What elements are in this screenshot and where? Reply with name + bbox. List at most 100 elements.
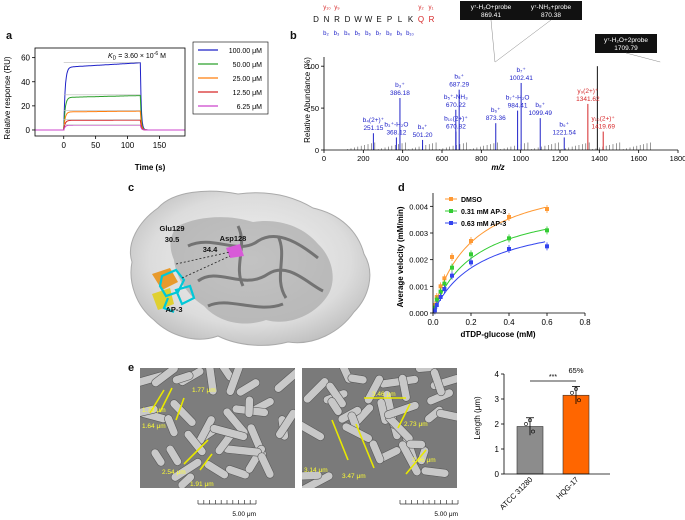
b-box-label: y⁷-NH₃+probe: [531, 4, 572, 11]
micrograph-right: 3.46 μm 2.73 μm 3.14 μm 3.47 μm 2.96 μm: [302, 368, 457, 488]
bacterium-cell: [225, 465, 250, 480]
b-xtick-label: 1800: [670, 154, 685, 163]
b-ytick-label: 0: [315, 146, 319, 155]
bacterium-cell: [341, 422, 373, 443]
b-seq-residue: R: [334, 15, 340, 24]
bacterium-cell: [420, 466, 450, 478]
d-point: [438, 295, 443, 299]
b-box-value: 869.41: [481, 12, 501, 19]
b-box: [520, 1, 582, 20]
b-b-ion: b₁₀: [406, 31, 414, 37]
b-y-ion: y₉: [334, 5, 340, 11]
ap3-ligand: [158, 268, 196, 314]
b-peak-value: 1002.41: [509, 75, 533, 82]
b-peak-label: y₉(2+)⁺: [577, 88, 599, 95]
b-peak-value: 670.82: [446, 124, 466, 131]
a-ytick-label: 40: [21, 78, 30, 87]
structure-label: Asp128: [220, 234, 247, 243]
panel-label-c: c: [128, 182, 135, 194]
d-xtick-label: 0.8: [579, 318, 591, 327]
b-peak-value: 984.41: [508, 103, 528, 110]
bacterium-cell: [257, 452, 275, 479]
d-point: [438, 289, 443, 294]
scale-label-right: 5.00 μm: [434, 511, 458, 518]
d-point: [442, 276, 447, 281]
b-peak-label: b₁₀(2+)⁺: [444, 116, 468, 123]
panel-label-e: e: [128, 362, 135, 374]
bacterium-cell: [275, 409, 295, 439]
b-xtick-label: 1000: [512, 154, 529, 163]
panel-e-bar-chart: ATCC 31280 HQG-17 *** 65% 0 1 2 3 4 Length (μm): [473, 366, 610, 512]
d-ytick-label: 0.002: [409, 256, 428, 265]
b-box-label: y⁷-H₂O+2probe: [604, 37, 648, 44]
bacterium-cell: [140, 404, 159, 419]
structure-label: Glu129: [159, 224, 184, 233]
yellow-residue: [152, 288, 174, 310]
structure-label: AP-3: [165, 305, 182, 314]
bacterium-cell: [172, 371, 194, 385]
d-point: [469, 260, 473, 265]
b-seq-residue: K: [408, 15, 414, 24]
bacterium-cell: [302, 470, 323, 481]
d-point: [545, 207, 549, 211]
b-box-leader: [495, 19, 552, 63]
a-legend-label: 100.00 μM: [229, 48, 262, 55]
bacterium-cell: [183, 430, 207, 456]
b-b-ion: b₈: [386, 31, 392, 37]
bacterium-cell: [225, 368, 245, 396]
a-legend-label: 6.25 μM: [237, 104, 263, 111]
d-ytick-label: 0.003: [409, 229, 428, 238]
e-datapoint: [577, 398, 581, 403]
e-datapoint: [531, 429, 535, 434]
measurement-label: 2.54 μm: [162, 469, 186, 476]
d-xtick-label: 0.6: [541, 318, 553, 327]
bacterium-cell: [177, 472, 195, 488]
bacterium-cell: [398, 374, 411, 402]
d-point: [450, 265, 454, 270]
panel-label-d: d: [398, 182, 405, 194]
b-seq-residue: P: [387, 15, 392, 24]
b-seq-residue: N: [324, 15, 330, 24]
b-peak-value: 687.29: [449, 82, 469, 89]
e-category-label: ATCC 31280: [498, 475, 535, 512]
d-legend-label: 0.31 mM AP-3: [461, 209, 506, 216]
b-seq-residue: D: [345, 15, 351, 24]
b-xtick-label: 800: [475, 154, 488, 163]
a-ytick-label: 20: [21, 102, 30, 111]
panel-label-a: a: [6, 30, 13, 42]
a-ytick-label: 60: [21, 54, 30, 63]
measurement-label: 2.96 μm: [412, 457, 436, 464]
b-box-leader: [625, 52, 661, 63]
distance-line-1: [175, 251, 231, 265]
d-point: [545, 228, 549, 233]
b-peak-value: 368.12: [386, 129, 406, 136]
bacterium-cell: [164, 414, 179, 437]
bacterium-cell: [302, 417, 325, 441]
structure-label: 30.5: [165, 235, 180, 244]
bacterium-cell: [150, 448, 166, 467]
b-peak-value: 1221.54: [552, 129, 576, 136]
b-seq-residue: L: [398, 15, 403, 24]
b-xtick-label: 600: [436, 154, 449, 163]
b-xtick-label: 400: [396, 154, 409, 163]
b-peak-label: b₄(2+)⁺: [363, 117, 385, 124]
d-point: [507, 236, 511, 241]
d-point: [442, 281, 447, 286]
bacterium-cell: [169, 399, 197, 427]
bacterium-cell: [165, 444, 182, 466]
d-point: [434, 297, 439, 302]
a-xtick-label: 0: [61, 141, 66, 150]
b-y-ion: y₂: [418, 5, 424, 11]
b-b-ion: b₂: [323, 31, 329, 37]
bacterium-cell: [170, 458, 203, 482]
bacterium-cell: [325, 381, 347, 409]
b-y-ion: y₁: [428, 5, 433, 11]
b-seq-residue: W: [354, 15, 362, 24]
bacterium-cell: [406, 439, 426, 449]
bacterium-cell: [274, 368, 295, 393]
d-point: [450, 273, 454, 278]
e-ytick-label: 3: [495, 395, 500, 404]
a-legend-label: 12.50 μM: [233, 90, 262, 97]
d-point: [438, 284, 443, 289]
